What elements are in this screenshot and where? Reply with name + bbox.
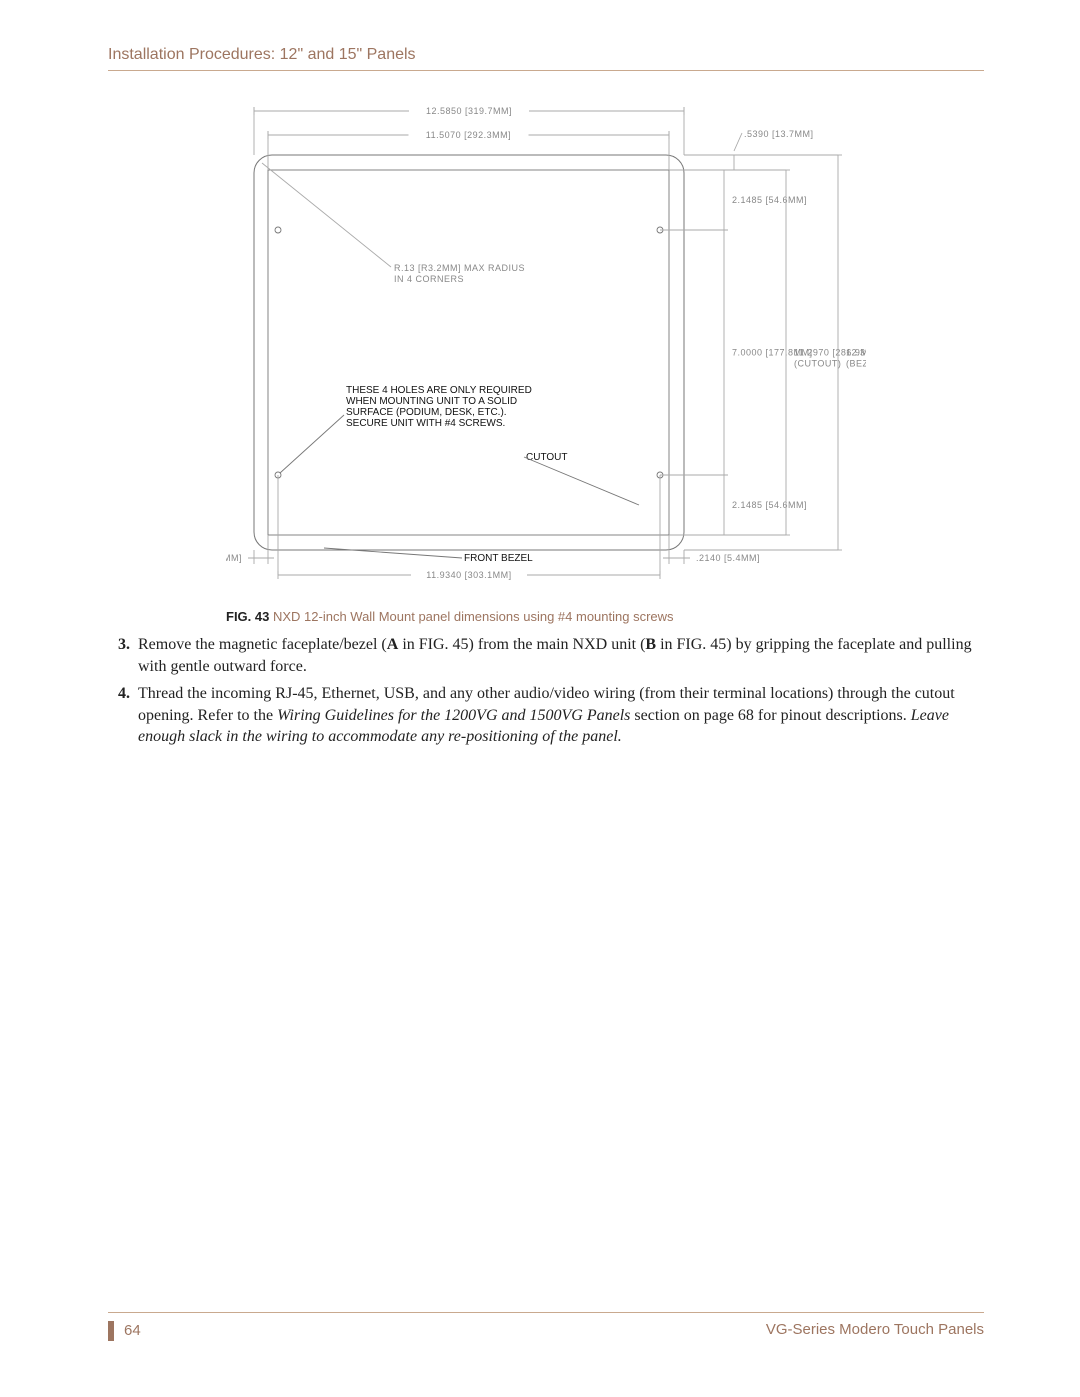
svg-text:THESE 4 HOLES ARE ONLY REQUIRE: THESE 4 HOLES ARE ONLY REQUIREDWHEN MOUN… xyxy=(346,385,532,429)
svg-text:12.3750 [314.3MM](BEZEL): 12.3750 [314.3MM](BEZEL) xyxy=(846,348,866,369)
svg-text:11.5070 [292.3MM]: 11.5070 [292.3MM] xyxy=(426,130,511,140)
page-header: Installation Procedures: 12" and 15" Pan… xyxy=(108,46,984,71)
svg-text:12.5850 [319.7MM]: 12.5850 [319.7MM] xyxy=(426,106,512,116)
figure-block: 12.5850 [319.7MM] 11.5070 [292.3MM] 11.934… xyxy=(226,95,866,624)
dimension-diagram: 12.5850 [319.7MM] 11.5070 [292.3MM] 11.934… xyxy=(226,95,866,590)
svg-text:CUTOUT: CUTOUT xyxy=(526,452,567,463)
svg-text:FRONT BEZEL: FRONT BEZEL xyxy=(464,553,533,564)
instruction-list: 3.Remove the magnetic faceplate/bezel (A… xyxy=(102,634,984,748)
page: Installation Procedures: 12" and 15" Pan… xyxy=(0,0,1080,1397)
svg-text:2.1485 [54.6MM]: 2.1485 [54.6MM] xyxy=(732,500,807,510)
instruction-item: 3.Remove the magnetic faceplate/bezel (A… xyxy=(102,634,984,677)
page-footer: 64 VG-Series Modero Touch Panels xyxy=(108,1312,984,1341)
figure-number: FIG. 43 xyxy=(226,609,269,624)
page-number: 64 xyxy=(108,1321,141,1341)
figure-caption: FIG. 43 NXD 12-inch Wall Mount panel dim… xyxy=(226,609,866,624)
svg-text:.2140 [5.4MM]: .2140 [5.4MM] xyxy=(696,553,760,563)
svg-text:2.1485 [54.6MM]: 2.1485 [54.6MM] xyxy=(732,195,807,205)
instruction-item: 4.Thread the incoming RJ-45, Ethernet, U… xyxy=(102,683,984,748)
svg-text:11.9340 [303.1MM]: 11.9340 [303.1MM] xyxy=(426,570,511,580)
svg-text:R.13 [R3.2MM] MAX RADIUSIN: R.13 [R3.2MM] MAX RADIUSIN 4 CORNERS xyxy=(394,263,525,284)
figure-caption-text: NXD 12-inch Wall Mount panel dimensions … xyxy=(273,609,674,624)
footer-title: VG-Series Modero Touch Panels xyxy=(766,1321,984,1341)
svg-text:.2130 [5.4MM]: .2130 [5.4MM] xyxy=(226,553,242,563)
svg-text:.5390 [13.7MM]: .5390 [13.7MM] xyxy=(744,129,814,139)
